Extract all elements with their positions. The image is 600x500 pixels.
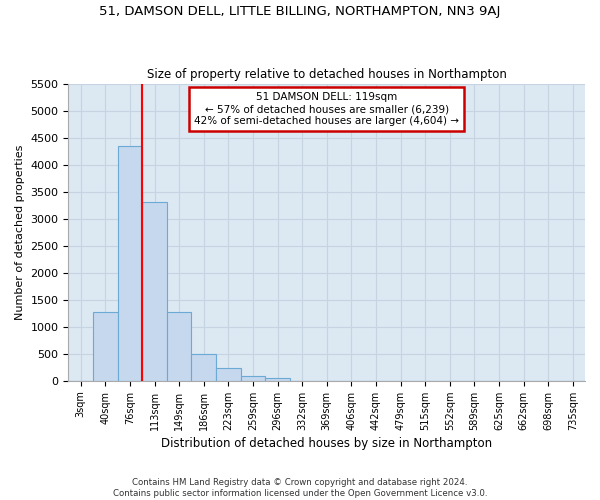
Text: Contains HM Land Registry data © Crown copyright and database right 2024.
Contai: Contains HM Land Registry data © Crown c…	[113, 478, 487, 498]
Bar	[241, 376, 265, 381]
Bar	[118, 146, 142, 381]
Text: 51, DAMSON DELL, LITTLE BILLING, NORTHAMPTON, NN3 9AJ: 51, DAMSON DELL, LITTLE BILLING, NORTHAM…	[100, 5, 500, 18]
Bar	[167, 312, 191, 381]
Text: 51 DAMSON DELL: 119sqm
← 57% of detached houses are smaller (6,239)
42% of semi-: 51 DAMSON DELL: 119sqm ← 57% of detached…	[194, 92, 459, 126]
Bar	[191, 354, 216, 381]
Title: Size of property relative to detached houses in Northampton: Size of property relative to detached ho…	[147, 68, 506, 81]
Bar	[265, 378, 290, 381]
X-axis label: Distribution of detached houses by size in Northampton: Distribution of detached houses by size …	[161, 437, 492, 450]
Bar	[93, 312, 118, 381]
Bar	[216, 368, 241, 381]
Bar	[142, 202, 167, 381]
Y-axis label: Number of detached properties: Number of detached properties	[15, 144, 25, 320]
